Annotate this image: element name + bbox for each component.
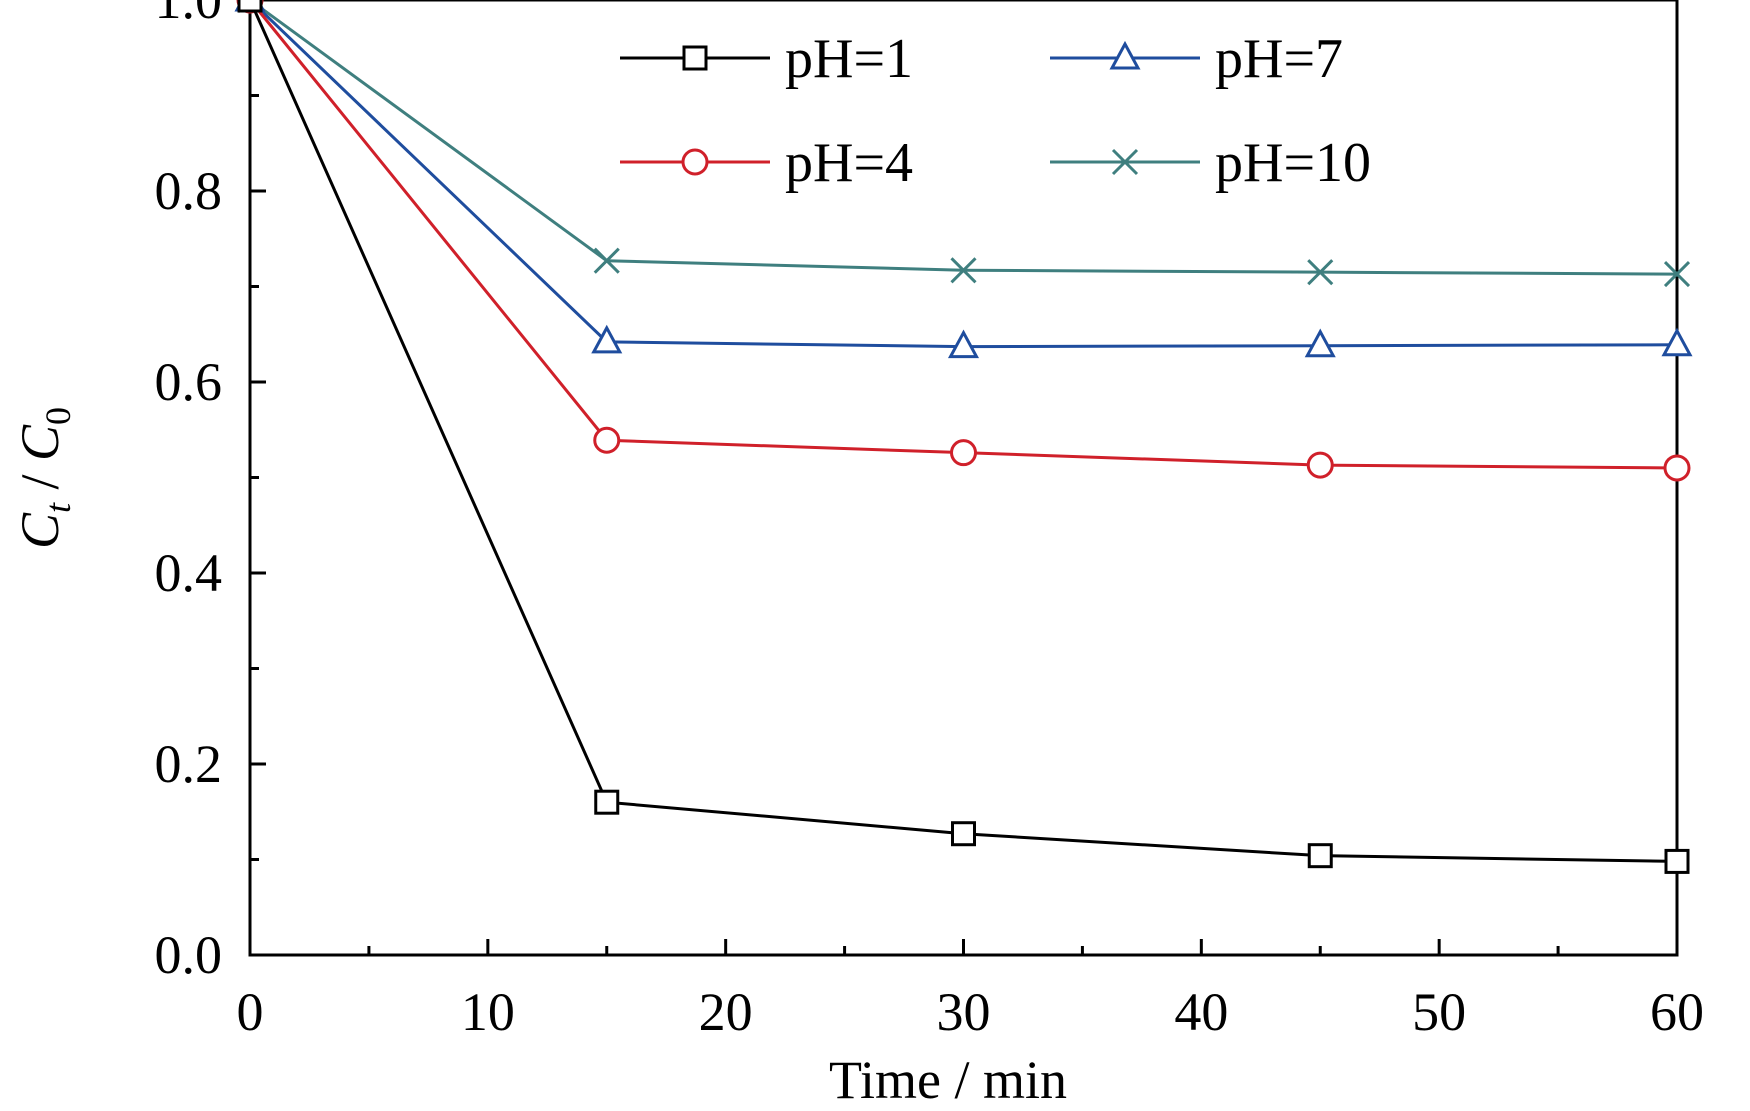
data-point (237, 0, 263, 13)
legend-marker (681, 148, 709, 176)
legend-label: pH=4 (785, 132, 913, 194)
x-axis-label: Time / min (829, 1050, 1067, 1110)
legend-marker (1111, 148, 1139, 176)
data-point (1304, 328, 1336, 358)
x-tick-label: 60 (1650, 982, 1704, 1042)
data-point (593, 247, 620, 274)
legend-marker (1109, 40, 1141, 70)
legend-marker (682, 45, 708, 71)
data-point (1306, 451, 1334, 479)
y-tick-label: 0.2 (155, 734, 223, 794)
series-line (248, 0, 1678, 349)
y-tick-label: 1.0 (155, 0, 223, 30)
x-tick-label: 20 (699, 982, 753, 1042)
series-line (248, 0, 1678, 470)
data-point (947, 329, 980, 359)
y-tick-label: 0.6 (155, 352, 223, 412)
series-pH=1 (237, 0, 1690, 874)
legend-label: pH=7 (1215, 28, 1343, 90)
legend-item: pH=10 (1050, 132, 1371, 194)
y-tick-label: 0.4 (155, 543, 223, 603)
legend-item: pH=1 (620, 28, 913, 90)
x-tick-label: 0 (237, 982, 264, 1042)
y-tick-label: 0.8 (155, 161, 223, 221)
series-pH=4 (236, 0, 1691, 482)
series-pH=7 (234, 0, 1693, 359)
series-layer (234, 0, 1693, 874)
series-line (249, 0, 1678, 276)
x-axis-ticks: 0 10 20 30 40 50 60 (237, 939, 1704, 1042)
series-pH=10 (236, 0, 1691, 288)
data-point (593, 426, 621, 454)
data-point (1664, 848, 1690, 874)
y-axis-label: Ct / C0 (10, 407, 78, 549)
data-point (950, 257, 977, 284)
x-tick-label: 30 (937, 982, 991, 1042)
legend-label: pH=1 (785, 28, 913, 90)
legend: pH=1 pH=7 pH=4 pH=10 (620, 28, 1371, 194)
data-point (1661, 327, 1693, 357)
legend-label: pH=10 (1215, 132, 1371, 194)
data-point (1663, 261, 1691, 288)
data-point (950, 439, 977, 467)
series-line (248, 0, 1678, 863)
x-tick-label: 50 (1412, 982, 1466, 1042)
x-tick-label: 40 (1174, 982, 1228, 1042)
data-point (1663, 454, 1691, 482)
x-tick-label: 10 (461, 982, 515, 1042)
data-point (1307, 259, 1334, 286)
data-point (951, 821, 976, 847)
legend-item: pH=7 (1050, 28, 1343, 90)
y-tick-label: 0.0 (155, 925, 223, 985)
y-axis-ticks: 0.0 0.2 0.4 0.6 0.8 1.0 (155, 0, 266, 985)
data-point (1307, 843, 1333, 869)
legend-item: pH=4 (620, 132, 913, 194)
data-point (594, 789, 620, 815)
plot-frame (248, 0, 1679, 957)
data-point (591, 324, 623, 354)
